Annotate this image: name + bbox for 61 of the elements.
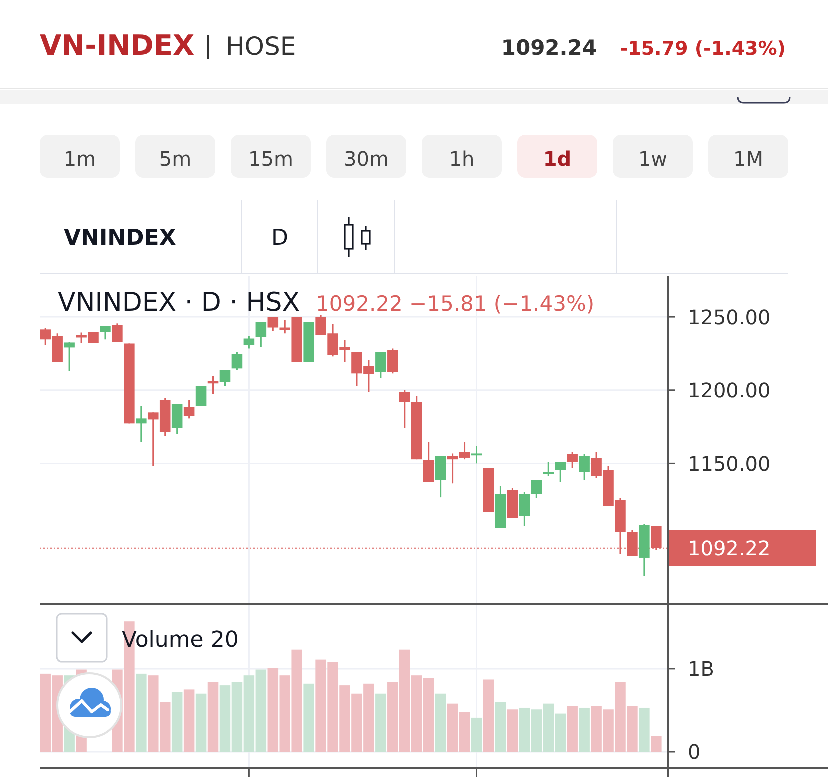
- candlestick: [232, 351, 243, 372]
- candlestick: [388, 348, 398, 374]
- y-tick-label: 0: [688, 740, 701, 764]
- candlestick: [543, 462, 554, 478]
- candlestick: [256, 321, 267, 348]
- candlestick: [555, 462, 566, 484]
- candlestick: [579, 454, 590, 482]
- text: D: [272, 226, 288, 251]
- text: 1h: [449, 147, 475, 171]
- bar: [579, 708, 590, 752]
- text: Volume 20: [122, 628, 239, 653]
- text: 1M: [734, 147, 764, 171]
- bar: [495, 702, 506, 752]
- candlestick: [172, 404, 183, 436]
- bar: [172, 692, 183, 752]
- bar: [136, 674, 147, 752]
- text: 1m: [64, 147, 96, 171]
- y-tick-label: 1200.00: [688, 378, 771, 403]
- ref-line-label: 1092.22: [688, 536, 771, 561]
- y-tick-label: 1150.00: [688, 452, 771, 476]
- chart-title: VN-INDEX: [40, 29, 195, 62]
- text: 1d: [543, 147, 572, 171]
- bar: [639, 708, 650, 752]
- candlestick: [64, 341, 75, 372]
- candlestick: [136, 406, 147, 443]
- text: 5m: [159, 147, 192, 171]
- bar: [471, 718, 482, 752]
- bar: [208, 682, 219, 752]
- bar: [184, 690, 195, 752]
- bar: [507, 710, 518, 752]
- bar: [483, 680, 494, 752]
- candlestick: [471, 446, 482, 464]
- y-tick-label: 1B: [688, 657, 714, 682]
- bar: [376, 694, 386, 752]
- text: -15.79 (-1.43%): [620, 38, 786, 60]
- text: 15m: [248, 147, 294, 171]
- bar: [304, 684, 314, 752]
- candlestick: [268, 316, 279, 332]
- y-tick-label: 1250.00: [688, 305, 771, 330]
- candlestick: [423, 441, 434, 483]
- candlestick: [519, 492, 530, 527]
- bar: [435, 694, 446, 752]
- annotation: 1092.22 −15.81 (−1.43%): [316, 292, 595, 316]
- annotation: VNINDEX · D · HSX: [58, 288, 300, 318]
- candlestick: [400, 390, 410, 429]
- candlestick: [220, 370, 231, 388]
- bar: [567, 706, 578, 752]
- bar: [196, 694, 207, 752]
- text: VNINDEX: [64, 226, 176, 251]
- candlestick: [376, 351, 386, 379]
- candlestick: [184, 400, 195, 420]
- candlestick: [531, 480, 542, 500]
- candlestick: [112, 322, 123, 343]
- text: 30m: [344, 147, 389, 171]
- candlestick: [567, 452, 578, 470]
- bar: [651, 736, 662, 752]
- candlestick: [100, 326, 111, 340]
- candlestick: [244, 336, 255, 350]
- text: 1w: [638, 147, 668, 171]
- text: 1092.24: [501, 36, 597, 60]
- chart-subtitle: HOSE: [226, 32, 296, 61]
